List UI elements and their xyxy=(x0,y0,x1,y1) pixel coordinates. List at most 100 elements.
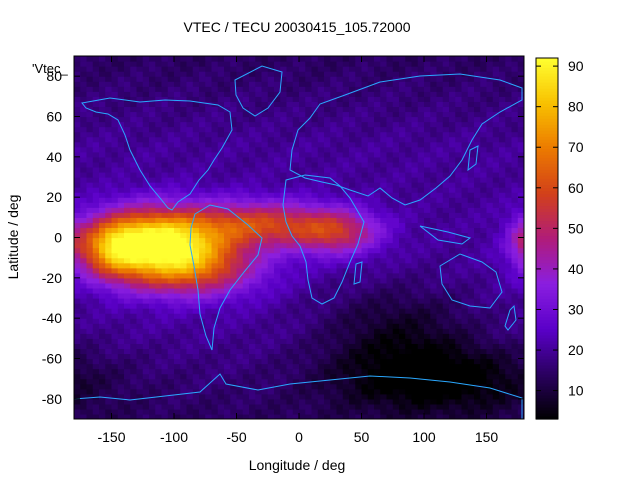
heatmap-cell xyxy=(205,96,213,102)
heatmap-cell xyxy=(199,141,206,148)
heatmap-cell xyxy=(267,318,275,324)
heatmap-cell xyxy=(142,388,150,395)
heatmap-cell xyxy=(224,76,231,82)
heatmap-cell xyxy=(292,323,300,329)
heatmap-cell xyxy=(124,146,131,153)
heatmap-cell xyxy=(80,333,88,339)
heatmap-cell xyxy=(511,86,519,92)
heatmap-cell xyxy=(455,106,463,113)
heatmap-cell xyxy=(380,227,388,234)
heatmap-cell xyxy=(361,393,369,400)
heatmap-cell xyxy=(305,121,313,128)
heatmap-cell xyxy=(330,237,338,244)
heatmap-cell xyxy=(405,182,413,188)
heatmap-cell xyxy=(80,106,88,113)
heatmap-cell xyxy=(361,343,369,350)
heatmap-cell xyxy=(142,136,150,143)
heatmap-cell xyxy=(486,86,494,92)
heatmap-cell xyxy=(242,303,250,309)
heatmap-cell xyxy=(436,413,444,419)
heatmap-cell xyxy=(299,222,306,229)
heatmap-cell xyxy=(380,252,388,259)
heatmap-cell xyxy=(236,393,244,400)
heatmap-cell xyxy=(311,343,319,350)
heatmap-cell xyxy=(374,343,381,350)
heatmap-cell xyxy=(336,247,344,254)
heatmap-cell xyxy=(486,252,494,259)
heatmap-cell xyxy=(286,353,294,360)
heatmap-cell xyxy=(136,388,144,395)
heatmap-cell xyxy=(230,182,238,188)
heatmap-cell xyxy=(324,182,331,188)
heatmap-cell xyxy=(142,151,150,158)
heatmap-cell xyxy=(417,262,425,269)
heatmap-cell xyxy=(405,267,413,274)
heatmap-cell xyxy=(155,182,163,188)
heatmap-cell xyxy=(199,81,206,87)
heatmap-cell xyxy=(136,353,144,360)
heatmap-cell xyxy=(330,81,338,87)
heatmap-cell xyxy=(474,378,481,385)
heatmap-cell xyxy=(92,146,100,153)
heatmap-cell xyxy=(180,101,188,108)
heatmap-cell xyxy=(142,166,150,173)
heatmap-cell xyxy=(261,272,269,279)
heatmap-cell xyxy=(199,353,206,360)
heatmap-cell xyxy=(86,121,94,128)
heatmap-cell xyxy=(149,333,156,339)
heatmap-cell xyxy=(299,348,306,355)
heatmap-cell xyxy=(499,207,506,213)
heatmap-cell xyxy=(142,161,150,168)
heatmap-cell xyxy=(449,76,456,82)
heatmap-cell xyxy=(249,207,256,213)
heatmap-cell xyxy=(111,383,119,390)
heatmap-cell xyxy=(299,403,306,410)
heatmap-cell xyxy=(136,262,144,269)
heatmap-cell xyxy=(374,106,381,113)
heatmap-cell xyxy=(130,323,138,329)
heatmap-cell xyxy=(392,348,400,355)
heatmap-cell xyxy=(117,313,125,319)
heatmap-cell xyxy=(499,353,506,360)
heatmap-cell xyxy=(192,81,200,87)
heatmap-cell xyxy=(161,303,169,309)
heatmap-cell xyxy=(249,393,256,400)
heatmap-cell xyxy=(74,408,81,415)
heatmap-cell xyxy=(392,323,400,329)
heatmap-cell xyxy=(449,408,456,415)
heatmap-cell xyxy=(305,298,313,304)
heatmap-cell xyxy=(230,217,238,223)
heatmap-cell xyxy=(142,328,150,334)
heatmap-cell xyxy=(217,96,225,102)
heatmap-cell xyxy=(236,348,244,355)
heatmap-cell xyxy=(324,207,331,213)
heatmap-cell xyxy=(236,287,244,294)
heatmap-cell xyxy=(192,403,200,410)
heatmap-cell xyxy=(374,262,381,269)
heatmap-cell xyxy=(486,393,494,400)
heatmap-cell xyxy=(86,202,94,208)
heatmap-cell xyxy=(324,308,331,314)
heatmap-cell xyxy=(361,237,369,244)
heatmap-cell xyxy=(517,106,524,113)
heatmap-cell xyxy=(111,242,119,249)
heatmap-cell xyxy=(430,217,438,223)
heatmap-cell xyxy=(255,272,263,279)
heatmap-cell xyxy=(436,86,444,92)
heatmap-cell xyxy=(430,136,438,143)
heatmap-cell xyxy=(461,242,469,249)
heatmap-cell xyxy=(424,303,431,309)
heatmap-cell xyxy=(474,126,481,133)
heatmap-cell xyxy=(330,222,338,229)
heatmap-cell xyxy=(305,262,313,269)
heatmap-cell xyxy=(86,141,94,148)
heatmap-cell xyxy=(455,358,463,365)
heatmap-cell xyxy=(199,267,206,274)
heatmap-cell xyxy=(217,197,225,203)
heatmap-cell xyxy=(436,398,444,405)
heatmap-cell xyxy=(505,282,513,289)
heatmap-cell xyxy=(455,247,463,254)
heatmap-cell xyxy=(217,131,225,138)
heatmap-cell xyxy=(430,182,438,188)
heatmap-cell xyxy=(92,156,100,163)
